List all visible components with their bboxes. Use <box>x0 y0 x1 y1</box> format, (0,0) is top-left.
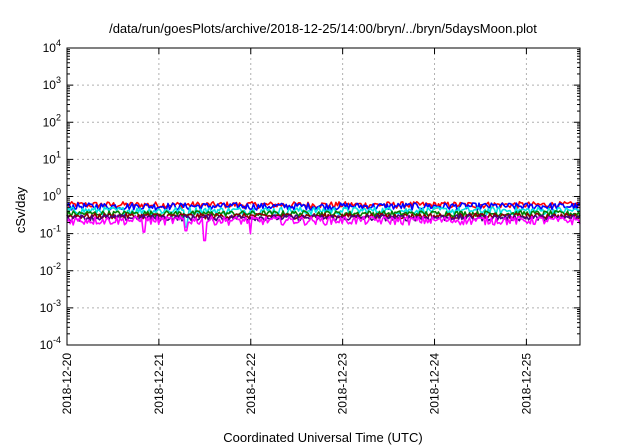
x-tick-label: 2018-12-20 <box>60 353 74 415</box>
y-tick-label: 101 <box>43 149 61 166</box>
x-axis-title: Coordinated Universal Time (UTC) <box>223 430 422 445</box>
x-axis: 2018-12-20 2018-12-21 2018-12-22 2018-12-23… <box>60 48 533 414</box>
series-line <box>66 215 581 242</box>
chart-title: /data/run/goesPlots/archive/2018-12-25/1… <box>109 21 537 36</box>
x-tick-label: 2018-12-22 <box>244 353 258 415</box>
y-tick-label: 100 <box>43 187 61 204</box>
y-axis: 10-4 10-3 10-2 10-1 100 101 102 103 104 <box>40 38 580 352</box>
x-tick-label: 2018-12-24 <box>428 353 442 415</box>
x-tick-label: 2018-12-23 <box>336 353 350 415</box>
series-line <box>66 202 581 211</box>
y-tick-label: 104 <box>43 38 61 55</box>
x-tick-label: 2018-12-25 <box>519 353 533 415</box>
y-tick-label: 103 <box>43 75 61 92</box>
y-tick-label: 102 <box>43 112 61 129</box>
series-line <box>66 214 581 222</box>
series-group <box>66 201 581 242</box>
y-tick-label: 10-4 <box>40 335 61 352</box>
y-tick-label: 10-3 <box>40 298 61 315</box>
series-line <box>66 201 581 210</box>
x-tick-label: 2018-12-21 <box>152 353 166 415</box>
y-axis-title: cSv/day <box>13 186 28 233</box>
grid <box>67 48 580 345</box>
y-tick-label: 10-1 <box>40 224 61 241</box>
y-tick-label: 10-2 <box>40 261 61 278</box>
